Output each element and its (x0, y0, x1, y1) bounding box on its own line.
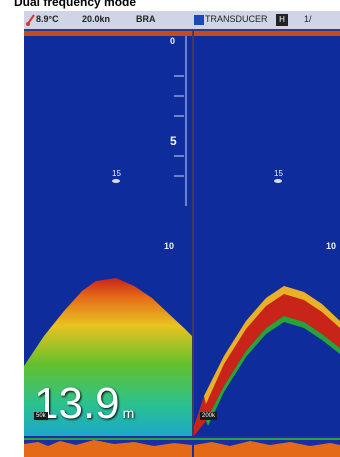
mode-caption: Dual frequency mode (14, 0, 137, 9)
left-bottom-echo (24, 278, 192, 436)
fish-target: 15 (112, 170, 121, 183)
water-temperature: 8.9°C (36, 14, 59, 24)
fishfinder-screen: 8.9°C 20.0kn BRA TRANSDUCER H 1/ (24, 11, 340, 457)
right-frequency-tag: 200k (200, 412, 218, 420)
boat-speed: 20.0kn (82, 14, 111, 24)
depth-scale-zero: 0 (170, 36, 176, 46)
transducer-label[interactable]: TRANSDUCER (205, 14, 268, 24)
depth-unit: m (122, 405, 135, 421)
depth-scale-5: 5 (170, 134, 177, 148)
bottom-history-strip (24, 436, 340, 457)
depth-scale-10: 10 (164, 241, 175, 251)
fish-icon (112, 179, 121, 183)
depth-value: 13.9 (34, 379, 120, 428)
status-bar: 8.9°C 20.0kn BRA TRANSDUCER H 1/ (24, 11, 340, 31)
mode-indicator: BRA (136, 14, 156, 24)
page-indicator: 1/ (304, 14, 312, 24)
left-frequency-tag: 50k (34, 412, 48, 420)
home-icon[interactable]: H (276, 14, 288, 26)
right-echogram-panel: 10 15 200k (194, 36, 340, 436)
panel-divider[interactable] (192, 31, 194, 457)
right-depth-scale-10: 10 (326, 241, 337, 251)
fish-icon (274, 179, 283, 183)
right-echogram (194, 286, 340, 436)
transducer-icon (194, 15, 204, 25)
left-echogram (24, 36, 192, 436)
left-echogram-panel: 0 5 10 15 13.9 m 50k (24, 36, 192, 436)
temperature-icon (26, 13, 35, 27)
depth-readout: 13.9 m (34, 382, 134, 435)
range-bar (24, 31, 340, 36)
right-fish-target: 15 (274, 170, 283, 183)
